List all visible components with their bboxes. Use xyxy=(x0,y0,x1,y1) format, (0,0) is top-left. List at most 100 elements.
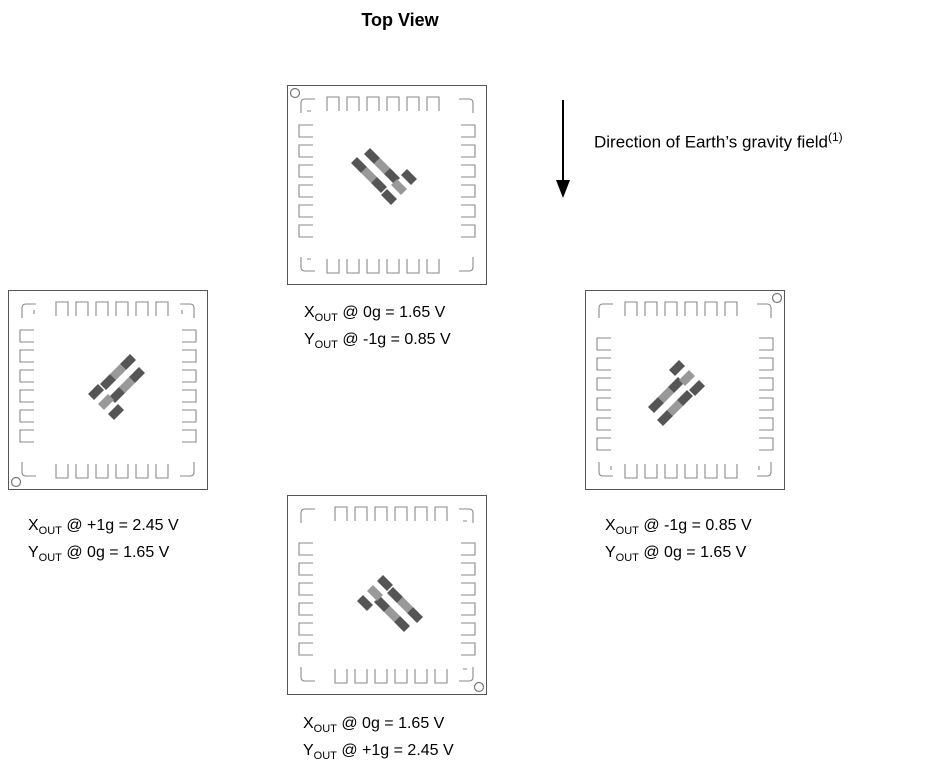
corner-pad xyxy=(757,462,772,477)
pad xyxy=(19,329,34,343)
corner-pad xyxy=(300,257,315,272)
pad xyxy=(414,669,428,684)
pad xyxy=(406,259,420,274)
pad xyxy=(298,164,313,178)
corner-pad xyxy=(300,508,315,523)
logo-diamond xyxy=(119,377,135,393)
package-left xyxy=(8,290,208,490)
corner-pad xyxy=(598,303,613,318)
pad xyxy=(374,669,388,684)
pad xyxy=(298,542,313,556)
pad xyxy=(461,184,476,198)
logo-diamond xyxy=(381,189,397,205)
pad xyxy=(354,669,368,684)
pad xyxy=(95,464,109,479)
logo-diamond xyxy=(367,585,383,601)
logo-diamond xyxy=(120,354,136,370)
caption-bottom-y: YOUT @ +1g = 2.45 V xyxy=(303,742,454,762)
corner-pad xyxy=(300,98,315,113)
logo-mark xyxy=(351,148,417,205)
pad xyxy=(394,669,408,684)
package-top-drawing xyxy=(287,85,487,285)
pad xyxy=(434,669,448,684)
corner-pad xyxy=(598,462,613,477)
pad xyxy=(461,224,476,238)
package-outline xyxy=(8,290,208,490)
pad xyxy=(414,506,428,521)
package-outline xyxy=(585,290,785,490)
pad xyxy=(759,377,774,391)
pad xyxy=(115,464,129,479)
logo-diamond xyxy=(667,400,683,416)
pad xyxy=(155,301,169,316)
pad xyxy=(135,464,149,479)
pad xyxy=(374,506,388,521)
logo-diamond xyxy=(108,404,124,420)
corner-pad xyxy=(180,462,195,477)
logo-diamond xyxy=(657,410,673,426)
pad xyxy=(155,464,169,479)
package-right xyxy=(585,290,785,490)
caption-top-y: YOUT @ -1g = 0.85 V xyxy=(304,331,451,351)
logo-diamond xyxy=(677,390,693,406)
caption-top-x: XOUT @ 0g = 1.65 V xyxy=(304,304,446,324)
caption-right-y: YOUT @ 0g = 1.65 V xyxy=(605,544,747,564)
pad xyxy=(759,417,774,431)
logo-diamond xyxy=(387,587,403,603)
package-right-drawing xyxy=(585,290,785,490)
pad xyxy=(346,259,360,274)
logo-diamond xyxy=(391,179,407,195)
logo-diamond xyxy=(394,616,410,632)
caption-left-y: YOUT @ 0g = 1.65 V xyxy=(28,544,170,564)
corner-pad xyxy=(459,257,474,272)
logo-diamond xyxy=(377,575,393,591)
pad xyxy=(326,96,340,111)
pad xyxy=(759,437,774,451)
logo-diamond xyxy=(364,148,380,164)
pad xyxy=(426,259,440,274)
pad xyxy=(461,204,476,218)
pad xyxy=(298,562,313,576)
pad xyxy=(596,337,611,351)
pad xyxy=(461,124,476,138)
package-top xyxy=(287,85,487,285)
logo-mark xyxy=(648,360,705,426)
package-bottom xyxy=(287,495,487,695)
corner-pad xyxy=(459,508,474,523)
logo-diamond xyxy=(401,169,417,185)
pad xyxy=(298,184,313,198)
logo-diamond xyxy=(374,158,390,174)
pad xyxy=(115,301,129,316)
pad xyxy=(461,562,476,576)
logo-diamond xyxy=(98,394,114,410)
corner-pad xyxy=(21,462,36,477)
pad xyxy=(434,506,448,521)
package-outline xyxy=(287,85,487,285)
pad xyxy=(684,301,698,316)
logo-diamond xyxy=(361,167,377,183)
pad xyxy=(298,224,313,238)
caption-left: XOUT @ +1g = 2.45 V YOUT @ 0g = 1.65 V xyxy=(28,515,179,569)
pad xyxy=(664,301,678,316)
pad xyxy=(759,337,774,351)
pad xyxy=(724,301,738,316)
package-bottom-drawing xyxy=(287,495,487,695)
logo-diamond xyxy=(384,606,400,622)
pad xyxy=(298,144,313,158)
pad xyxy=(182,389,197,403)
gravity-arrow xyxy=(556,100,570,198)
pad xyxy=(354,506,368,521)
pad xyxy=(75,464,89,479)
pad xyxy=(298,124,313,138)
logo-mark xyxy=(88,354,145,420)
pad xyxy=(644,301,658,316)
logo-diamond xyxy=(407,607,423,623)
pad xyxy=(182,349,197,363)
pad xyxy=(644,464,658,479)
package-left-drawing xyxy=(8,290,208,490)
caption-bottom: XOUT @ 0g = 1.65 V YOUT @ +1g = 2.45 V xyxy=(303,713,454,767)
pad xyxy=(298,622,313,636)
pad xyxy=(334,669,348,684)
pad xyxy=(19,349,34,363)
pin1-marker xyxy=(10,476,22,488)
